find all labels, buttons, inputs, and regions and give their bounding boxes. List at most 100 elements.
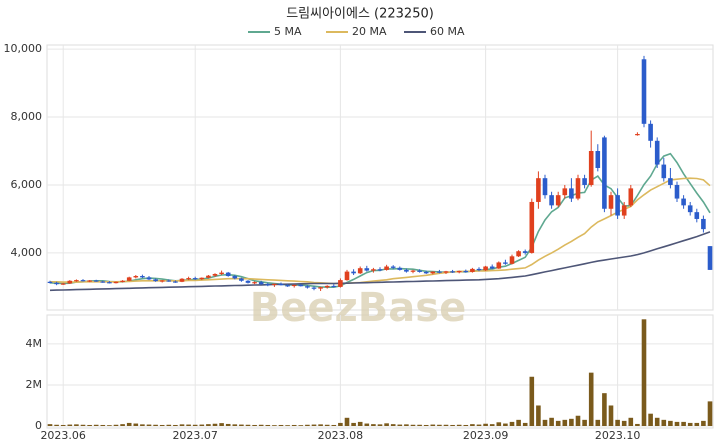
volume-bar xyxy=(489,424,495,426)
volume-bar xyxy=(377,424,383,426)
volume-bar xyxy=(384,423,389,426)
candle-body xyxy=(252,282,257,284)
candle-body xyxy=(377,269,383,271)
candle-body xyxy=(80,280,86,282)
candle-body xyxy=(569,188,574,199)
volume-bar xyxy=(417,424,422,426)
candle-body xyxy=(575,178,581,199)
candle-body xyxy=(562,188,568,196)
volume-bar xyxy=(159,424,165,426)
candle-body xyxy=(397,267,403,270)
volume-bar xyxy=(192,424,198,426)
volume-bar xyxy=(324,424,330,426)
candle-body xyxy=(87,280,92,282)
candle-body xyxy=(582,178,587,185)
volume-bar xyxy=(60,424,66,426)
candle-body xyxy=(536,178,541,202)
candle-body xyxy=(602,137,607,209)
volume-bar xyxy=(173,424,178,426)
candle-body xyxy=(285,285,290,287)
candle-body xyxy=(410,270,416,272)
candle-body xyxy=(291,284,297,287)
candle-body xyxy=(668,178,673,185)
volume-bar xyxy=(371,424,376,426)
candle-body xyxy=(522,251,528,253)
price-panel xyxy=(46,44,714,311)
volume-bar xyxy=(555,420,561,426)
volume-bar xyxy=(602,393,607,426)
candle-body xyxy=(456,270,462,273)
y-tick-label: 10,000 xyxy=(4,42,43,55)
candle-body xyxy=(463,270,469,273)
volume-bar xyxy=(239,424,244,426)
candle-body xyxy=(324,285,330,288)
candle-body xyxy=(318,287,323,289)
candle-body xyxy=(133,276,139,278)
candle-body xyxy=(272,283,277,286)
volume-bar xyxy=(483,423,488,426)
volume-bar xyxy=(311,424,317,426)
candle-body xyxy=(549,195,554,206)
volume-bar xyxy=(522,422,528,426)
candle-body xyxy=(199,277,205,280)
candle-body xyxy=(621,205,627,216)
candle-body xyxy=(661,164,667,179)
volume-bar xyxy=(582,419,587,426)
candle-body xyxy=(219,272,224,274)
candle-body xyxy=(331,285,337,288)
candle-body xyxy=(542,178,548,196)
volume-bar xyxy=(212,423,218,426)
volume-bar xyxy=(562,419,568,426)
volume-bar xyxy=(707,401,713,426)
volume-bar xyxy=(338,422,343,426)
candle-body xyxy=(265,284,271,286)
volume-bar xyxy=(87,424,92,426)
volume-bar xyxy=(423,424,429,426)
volume-bar xyxy=(74,424,79,426)
candle-body xyxy=(450,271,455,273)
candle-body xyxy=(153,279,158,282)
candle-body xyxy=(701,218,706,230)
volume-bar xyxy=(364,423,370,426)
volume-bar xyxy=(496,422,502,426)
volume-bar xyxy=(390,424,396,426)
candle-body xyxy=(311,287,317,289)
candle-body xyxy=(192,278,198,280)
volume-bar xyxy=(661,419,667,426)
volume-bar xyxy=(298,425,304,426)
volume-bar xyxy=(509,421,515,426)
volume-bar xyxy=(549,417,554,426)
candle-body xyxy=(608,195,614,209)
legend-label: 60 MA xyxy=(430,25,465,38)
volume-bar xyxy=(687,422,693,426)
volume-bar xyxy=(265,424,271,426)
candle-body xyxy=(120,280,125,282)
volume-bar xyxy=(516,419,521,426)
candle-body xyxy=(173,281,178,283)
volume-bar xyxy=(54,424,59,426)
volume-bar xyxy=(463,424,469,426)
candle-body xyxy=(140,276,145,278)
volume-bar xyxy=(166,424,172,426)
candle-body xyxy=(232,276,238,279)
volume-bar xyxy=(648,413,653,426)
volume-bar xyxy=(635,423,640,426)
candle-body xyxy=(384,266,389,270)
volume-bar xyxy=(80,424,86,426)
candle-body xyxy=(239,278,244,281)
candle-body xyxy=(404,269,409,272)
volume-bar xyxy=(252,424,257,426)
volume-bar xyxy=(641,319,647,426)
volume-bar xyxy=(437,424,442,426)
volume-bar xyxy=(621,420,627,426)
volume-bar xyxy=(318,424,323,426)
volume-bar xyxy=(285,425,290,426)
candle-body xyxy=(654,140,660,165)
candle-body xyxy=(357,268,363,274)
volume-bar xyxy=(186,424,191,426)
volume-bar xyxy=(397,424,403,426)
volume-bar xyxy=(100,424,106,426)
candle-body xyxy=(225,272,231,277)
volume-bar xyxy=(291,424,297,426)
